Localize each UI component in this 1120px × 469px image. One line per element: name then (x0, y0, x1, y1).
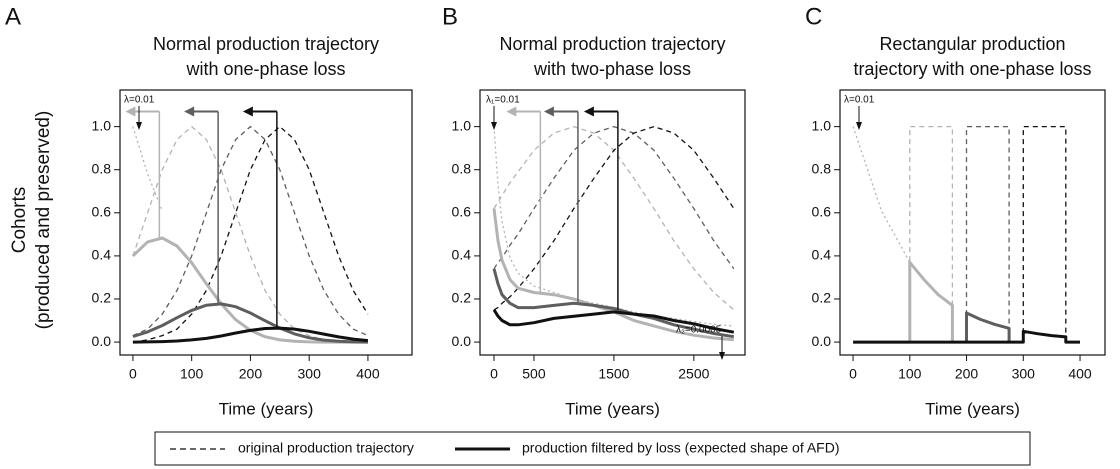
legend-label: production filtered by loss (expected sh… (522, 440, 840, 456)
annotation-arrowhead (719, 352, 725, 360)
mode-arrowhead (184, 106, 195, 117)
plot-area (492, 125, 735, 342)
x-tick-label: 100 (898, 366, 922, 382)
x-tick-label: 400 (1068, 366, 1092, 382)
y-tick-label: 0.6 (812, 204, 832, 220)
y-tick-label: 0.0 (812, 333, 832, 349)
chart-title: Rectangular production (879, 34, 1065, 54)
series-line (909, 125, 954, 343)
y-tick-label: 0.2 (452, 290, 472, 306)
x-tick-label: 100 (180, 366, 204, 382)
series-line (1022, 125, 1067, 343)
y-tick-label: 0.8 (812, 160, 832, 176)
series-line (493, 125, 735, 270)
plot-frame (839, 89, 1106, 356)
series-line (492, 268, 735, 339)
plot-area (852, 125, 1080, 344)
y-tick-label: 0.6 (92, 204, 112, 220)
y-tick-label: 0.0 (452, 333, 472, 349)
chart-title: with two-phase loss (533, 59, 691, 79)
mode-arrowhead (506, 106, 517, 117)
x-tick-label: 0 (849, 366, 857, 382)
chart-title: trajectory with one-phase loss (853, 59, 1091, 79)
mode-arrowhead (543, 106, 554, 117)
x-tick-label: 200 (955, 366, 979, 382)
y-tick-label: 0.8 (452, 160, 472, 176)
y-tick-label: 0.2 (812, 290, 832, 306)
panel-letter: A (5, 3, 21, 30)
series-line (852, 126, 911, 263)
y-axis-label: Cohorts (produced and preserved) (9, 111, 54, 330)
y-tick-label: 0.2 (92, 290, 112, 306)
series-line (132, 302, 368, 344)
x-tick-label: 2500 (678, 366, 709, 382)
y-label-line: Cohorts (9, 187, 30, 254)
legend-box (154, 431, 1031, 466)
x-axis-label: Time (years) (925, 399, 1020, 418)
annotation-arrowhead (491, 122, 497, 130)
series-line (132, 125, 368, 343)
x-axis-label: Time (years) (219, 399, 314, 418)
annotation: λ₁=0.01 (486, 95, 520, 106)
series-line (132, 126, 163, 211)
y-tick-label: 0.8 (92, 160, 112, 176)
x-axis-label: Time (years) (565, 399, 660, 418)
annotation: λ=0.01 (124, 95, 155, 106)
y-tick-label: 1.0 (452, 117, 472, 133)
x-tick-label: 0 (490, 366, 498, 382)
y-tick-label: 1.0 (92, 117, 112, 133)
series-line (965, 311, 1011, 343)
x-tick-label: 300 (1012, 366, 1036, 382)
y-tick-label: 0.6 (452, 204, 472, 220)
series-line (132, 125, 369, 343)
x-tick-label: 500 (522, 366, 546, 382)
x-tick-label: 0 (129, 366, 137, 382)
series-line (492, 309, 735, 334)
y-tick-label: 0.4 (812, 247, 832, 263)
x-tick-label: 400 (356, 366, 380, 382)
series-line (853, 329, 1080, 344)
series-line (853, 260, 954, 344)
series-line (493, 125, 735, 311)
plot-frame (119, 89, 413, 356)
plot-frame (479, 89, 746, 356)
x-tick-label: 1500 (598, 366, 629, 382)
annotation-arrowhead (856, 122, 862, 130)
mode-arrowhead (583, 106, 594, 117)
y-tick-label: 0.4 (92, 247, 112, 263)
series-line (965, 125, 1010, 343)
y-tick-label: 0.0 (92, 333, 112, 349)
series-line (492, 208, 734, 342)
annotation: λ₂=0.0005 (676, 325, 722, 336)
series-line (131, 236, 368, 344)
chart-title: with one-phase loss (185, 59, 345, 79)
y-tick-label: 0.4 (452, 247, 472, 263)
chart-title: Normal production trajectory (153, 34, 379, 54)
legend-label: original production trajectory (238, 440, 414, 456)
panel-letter: B (442, 3, 458, 30)
y-label-line: (produced and preserved) (33, 111, 54, 330)
x-tick-label: 300 (298, 366, 322, 382)
mode-arrowhead (125, 106, 136, 117)
series-line (132, 326, 369, 344)
panel-letter: C (805, 3, 822, 30)
chart-title: Normal production trajectory (499, 34, 725, 54)
plot-area (131, 125, 369, 344)
y-tick-label: 1.0 (812, 117, 832, 133)
x-tick-label: 200 (239, 366, 263, 382)
series-line (132, 125, 369, 337)
annotation: λ=0.01 (844, 95, 875, 106)
annotation-arrowhead (136, 122, 142, 130)
series-line (493, 125, 735, 311)
mode-arrowhead (242, 106, 253, 117)
